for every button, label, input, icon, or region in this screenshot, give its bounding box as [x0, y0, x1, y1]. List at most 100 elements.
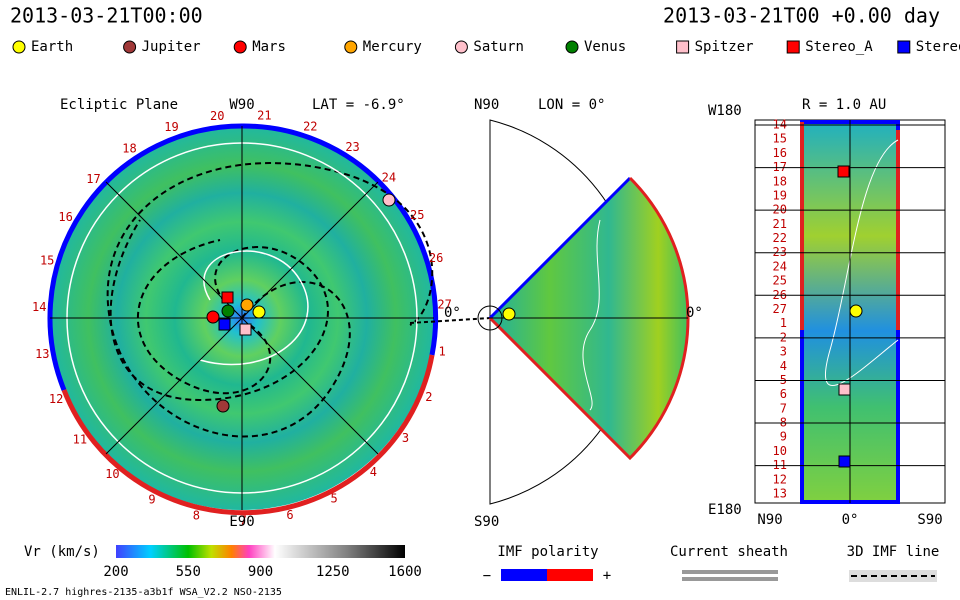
meridional-top: N90 [474, 97, 499, 113]
legend-label: Spitzer [695, 39, 754, 55]
ring-label: 6 [286, 508, 293, 522]
ring-label: 4 [370, 465, 377, 479]
colorbar-tick-label: 1600 [388, 564, 422, 580]
legend-label: Stereo_A [805, 39, 873, 55]
row-label: 18 [773, 174, 787, 188]
ring-label: 14 [32, 300, 46, 314]
sheath-line [582, 219, 601, 411]
ring-label: 21 [257, 109, 271, 123]
ring-label: 7 [240, 513, 247, 527]
row-label: 10 [773, 444, 787, 458]
ring-label: 20 [210, 109, 224, 123]
ring-labels: 20 21222324252627123456789101112131415161… [32, 109, 452, 528]
legend-label: Saturn [473, 39, 524, 55]
legend-label: Stereo [916, 39, 960, 55]
sheath-line [824, 139, 899, 386]
ring-label: 24 [382, 170, 396, 184]
ring-label: 3 [402, 431, 409, 445]
polarity-arc [47, 123, 243, 391]
legend-label: Jupiter [142, 39, 201, 55]
ring-label: 16 [58, 210, 72, 224]
spitzer [838, 383, 851, 396]
colorbar-ticks: 200 550 900 1250 1600 [103, 564, 422, 580]
meridional-bottom: S90 [474, 514, 499, 530]
sphere-title: R = 1.0 AU [802, 97, 886, 113]
inner-boundary [477, 305, 503, 331]
legend-label: Mars [252, 39, 286, 55]
sheath-swatch [682, 577, 778, 581]
ecliptic-right: 0° [444, 305, 461, 321]
footer: ENLIL-2.7 highres-2135-a3b1f WSA_V2.2 NS… [5, 587, 282, 598]
colorbar-tick-label: 900 [248, 564, 273, 580]
ring-label: 26 [429, 251, 443, 265]
ring-label: 22 [303, 119, 317, 133]
legend-marker [676, 40, 690, 54]
legend-label: Venus [584, 39, 626, 55]
row-label: 15 [773, 132, 787, 146]
meridional-lon: LON = 0° [538, 97, 605, 113]
row-label: 9 [780, 430, 787, 444]
ecliptic-lat: LAT = -6.9° [312, 97, 405, 113]
ring-label: 23 [345, 140, 359, 154]
ecliptic-title: Ecliptic Plane [60, 97, 178, 113]
legend-label: Earth [31, 39, 73, 55]
imf-positive [547, 569, 593, 581]
imf-title: IMF polarity [497, 544, 598, 560]
meridional-right: 0° [686, 305, 703, 321]
row-label: 22 [773, 231, 787, 245]
ring-label: 27 [437, 298, 451, 312]
sheath-title: Current sheath [670, 544, 788, 560]
earth [502, 307, 516, 321]
sphere-x-label: N90 [757, 512, 782, 528]
axes [50, 126, 434, 510]
row-label: 25 [773, 274, 787, 288]
sphere-top: W180 [708, 103, 742, 119]
legend-marker [344, 40, 358, 54]
row-label: 24 [773, 259, 787, 273]
bodies [206, 193, 396, 413]
ecliptic-top: W90 [229, 97, 254, 113]
date-right: 2013-03-21T00 +0.00 day [663, 4, 940, 28]
ring-label: 18 [122, 142, 136, 156]
imf-negative [501, 569, 547, 581]
row-label: 21 [773, 217, 787, 231]
ring-label: 8 [193, 508, 200, 522]
ring-label: 1 [439, 345, 446, 359]
legend-marker [454, 40, 468, 54]
legend-marker [12, 40, 26, 54]
colorbar-label: Vr (km/s) [24, 544, 100, 560]
polarity-edge [488, 176, 632, 320]
legend-marker [233, 40, 247, 54]
legend-marker [565, 40, 579, 54]
polarity-arc [61, 354, 435, 516]
row-label: 19 [773, 188, 787, 202]
ring-label: 19 [164, 120, 178, 134]
date-left: 2013-03-21T00:00 [10, 4, 203, 28]
row-label: 6 [780, 387, 787, 401]
ring-label: 11 [73, 433, 87, 447]
ring-label: 25 [410, 208, 424, 222]
row-label: 1 [780, 316, 787, 330]
ring-label: 2 [425, 390, 432, 404]
colorbar-tick-label: 1250 [316, 564, 350, 580]
imf-line-title: 3D IMF line [847, 544, 940, 560]
legend-marker [897, 40, 911, 54]
row-label: 4 [780, 359, 787, 373]
stereo-b [838, 455, 851, 468]
ecliptic-bottom: E90 [229, 514, 254, 530]
row-labels: 1415161718192021222324252627123456789101… [755, 118, 945, 501]
imf-minus: − [483, 568, 491, 584]
row-label: 3 [780, 345, 787, 359]
legend-label: Mercury [363, 39, 422, 55]
sphere-bottom: E180 [708, 502, 742, 518]
legend-marker [123, 40, 137, 54]
stereo-a [837, 165, 850, 178]
sphere-x-label: 0° [842, 512, 859, 528]
ring-label: 15 [40, 253, 54, 267]
row-label: 13 [773, 487, 787, 501]
earth [849, 304, 863, 318]
sheath-swatch [682, 570, 778, 574]
row-label: 16 [773, 146, 787, 160]
